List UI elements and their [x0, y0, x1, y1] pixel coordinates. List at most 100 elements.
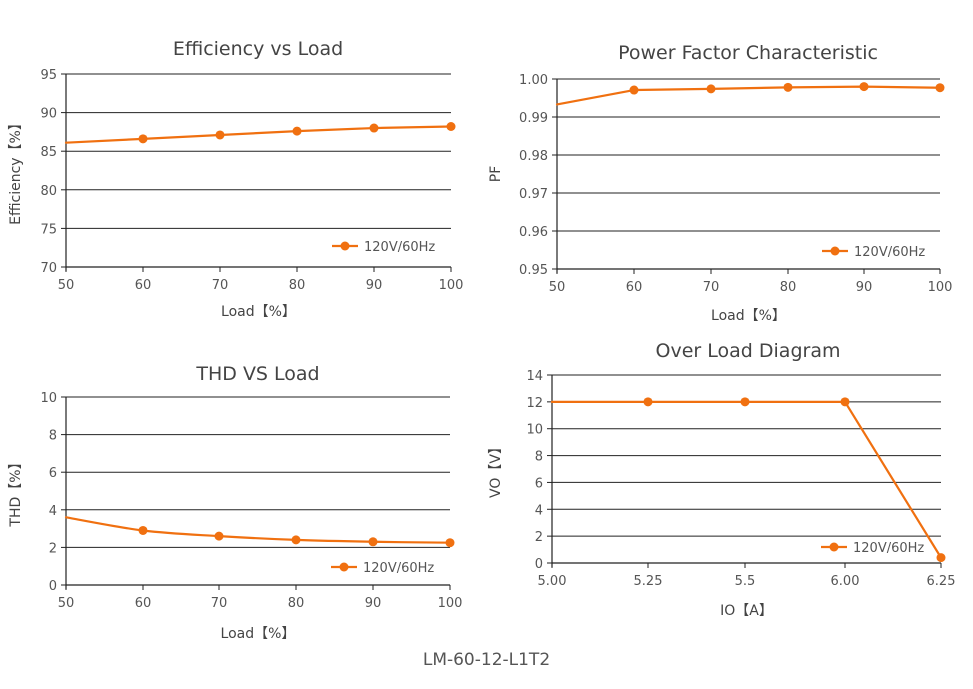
data-point: [138, 525, 148, 535]
data-point: [369, 123, 379, 133]
legend: 120V/60Hz: [332, 240, 435, 255]
x-tick-label: 100: [928, 280, 953, 295]
y-tick-label: 0: [49, 579, 57, 594]
y-axis-label: THD【%】: [8, 455, 24, 527]
x-tick-label: 6.00: [831, 574, 860, 589]
y-tick-label: 8: [535, 450, 543, 465]
x-axis-label: Load【%】: [711, 308, 786, 324]
x-tick-label: 50: [58, 278, 75, 293]
chart-4: Over Load Diagram 0 2 4 6 8 10 12 14 5.00 5.25 5.5 6…: [488, 340, 955, 619]
chart-title: THD VS Load: [195, 363, 319, 385]
data-point: [138, 134, 148, 144]
legend-label: 120V/60Hz: [363, 561, 434, 576]
y-tick-label: 0: [535, 557, 543, 572]
y-tick-label: 0.95: [519, 263, 548, 278]
chart-3: THD VS Load 0 2 4 6 8 10 50 60 70 80 90 100 Load【%】 TH…: [8, 363, 462, 642]
legend-label: 120V/60Hz: [853, 541, 924, 556]
x-tick-label: 90: [856, 280, 873, 295]
data-point: [291, 535, 301, 545]
data-point: [446, 121, 456, 131]
x-tick-label: 80: [780, 280, 797, 295]
chart-title: Power Factor Characteristic: [618, 42, 878, 64]
y-tick-label: 0.99: [519, 111, 548, 126]
data-point: [215, 130, 225, 140]
y-tick-label: 4: [535, 503, 543, 518]
data-point: [706, 84, 716, 94]
data-point: [840, 397, 850, 407]
legend: 120V/60Hz: [822, 245, 925, 260]
y-tick-label: 6: [535, 476, 543, 491]
legend-label: 120V/60Hz: [364, 240, 435, 255]
x-tick-label: 5.25: [634, 574, 663, 589]
data-point: [935, 83, 945, 93]
series-line: [550, 400, 943, 559]
x-tick-label: 100: [439, 278, 464, 293]
y-tick-label: 70: [40, 261, 57, 276]
data-point: [445, 538, 455, 548]
y-tick-label: 0.97: [519, 187, 548, 202]
model-footer: LM-60-12-L1T2: [422, 650, 551, 670]
chart-title: Efficiency vs Load: [173, 38, 343, 60]
series-line: [64, 125, 453, 144]
x-tick-label: 70: [211, 596, 228, 611]
series-line: [64, 516, 452, 544]
x-tick-label: 80: [289, 278, 306, 293]
y-tick-label: 6: [49, 466, 57, 481]
y-axis-label: VO【V】: [488, 440, 504, 498]
y-tick-label: 90: [40, 107, 57, 122]
x-tick-label: 5.00: [538, 574, 567, 589]
y-tick-label: 2: [535, 530, 543, 545]
x-tick-label: 60: [135, 278, 152, 293]
legend-marker: [830, 246, 840, 256]
x-tick-label: 70: [703, 280, 720, 295]
legend-marker: [340, 241, 350, 251]
series-line: [555, 85, 942, 106]
legend: 120V/60Hz: [331, 561, 434, 576]
y-tick-label: 85: [40, 145, 57, 160]
x-tick-label: 80: [288, 596, 305, 611]
x-tick-label: 90: [366, 278, 383, 293]
x-axis-label: IO【A】: [720, 603, 773, 619]
data-point: [643, 397, 653, 407]
x-tick-label: 100: [438, 596, 463, 611]
data-point: [936, 553, 946, 563]
x-axis-label: Load【%】: [221, 304, 296, 320]
data-point: [292, 126, 302, 136]
data-point: [368, 537, 378, 547]
y-tick-label: 10: [526, 423, 543, 438]
y-tick-label: 75: [40, 222, 57, 237]
y-tick-label: 14: [526, 369, 543, 384]
chart-2: Power Factor Characteristic 0.95 0.96 0.97 0…: [488, 42, 952, 324]
x-tick-label: 60: [626, 280, 643, 295]
y-tick-label: 0.96: [519, 225, 548, 240]
y-tick-label: 1.00: [519, 73, 548, 88]
y-tick-label: 80: [40, 184, 57, 199]
data-point: [214, 531, 224, 541]
y-tick-label: 8: [49, 429, 57, 444]
y-tick-label: 4: [49, 504, 57, 519]
legend-label: 120V/60Hz: [854, 245, 925, 260]
x-tick-label: 90: [365, 596, 382, 611]
x-tick-label: 70: [212, 278, 229, 293]
y-axis-label: PF: [488, 166, 504, 183]
chart-title: Over Load Diagram: [656, 340, 841, 362]
legend-marker: [339, 562, 349, 572]
y-tick-label: 12: [526, 396, 543, 411]
y-axis-label: Efficiency【%】: [8, 116, 24, 225]
y-tick-label: 0.98: [519, 149, 548, 164]
y-tick-label: 95: [40, 68, 57, 83]
x-tick-label: 6.25: [927, 574, 956, 589]
x-tick-label: 50: [58, 596, 75, 611]
data-point: [783, 82, 793, 92]
data-point: [859, 82, 869, 92]
data-point: [629, 85, 639, 95]
y-tick-label: 2: [49, 541, 57, 556]
y-tick-label: 10: [40, 391, 57, 406]
legend: 120V/60Hz: [821, 541, 924, 556]
legend-marker: [829, 542, 839, 552]
x-axis-label: Load【%】: [221, 626, 296, 642]
chart-1: Efficiency vs Load 70 75 80 85 90 95 50 60 70 80 90…: [8, 38, 463, 320]
data-point: [740, 397, 750, 407]
x-tick-label: 60: [135, 596, 152, 611]
